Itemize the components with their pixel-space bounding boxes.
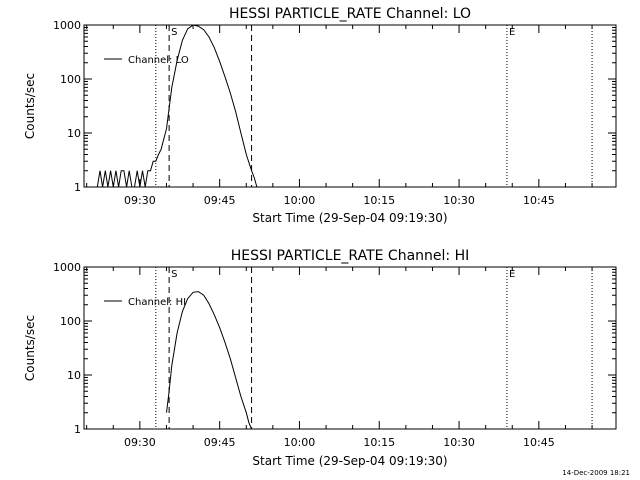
y-tick-label: 100 (60, 315, 81, 328)
chart-panel-1: HESSI PARTICLE_RATE Channel: LO 1 10 100 100… (23, 6, 617, 225)
time-marker-label: S (171, 27, 177, 38)
y-axis-label: Counts/sec (23, 73, 37, 139)
x-tick-label: 10:45 (523, 194, 555, 207)
x-tick-label: 10:15 (363, 194, 395, 207)
x-tick-label: 09:45 (204, 436, 236, 449)
y-tick-label: 1000 (53, 19, 81, 32)
x-tick-label: 10:00 (284, 436, 316, 449)
y-axis-label: Counts/sec (23, 315, 37, 381)
time-marker-label: E (509, 269, 515, 280)
x-tick-label: 10:30 (443, 436, 475, 449)
chart-panel-2: HESSI PARTICLE_RATE Channel: HI 1 10 100 100… (23, 248, 617, 468)
y-tick-label: 1 (74, 181, 81, 194)
y-tick-label: 1000 (53, 261, 81, 274)
time-marker-label: S (171, 269, 177, 280)
chart-title: HESSI PARTICLE_RATE Channel: LO (229, 6, 471, 22)
series-line (96, 24, 258, 188)
footer-date-stamp: 14-Dec-2009 18:21 (562, 469, 630, 477)
x-axis-label: Start Time (29-Sep-04 09:19:30) (252, 211, 447, 225)
y-tick-label: 100 (60, 73, 81, 86)
x-tick-label: 09:30 (124, 194, 156, 207)
x-tick-label: 10:45 (523, 436, 555, 449)
plot-frame (83, 266, 617, 430)
series-line (166, 291, 253, 430)
chart-title: HESSI PARTICLE_RATE Channel: HI (231, 248, 469, 264)
x-axis-label: Start Time (29-Sep-04 09:19:30) (252, 454, 447, 468)
y-tick-label: 10 (67, 127, 81, 140)
y-tick-label: 1 (74, 423, 81, 436)
legend-entry: Channel: HI (128, 297, 186, 308)
legend-entry: Channel: LO (128, 55, 189, 66)
y-tick-label: 10 (67, 369, 81, 382)
x-tick-label: 10:15 (363, 436, 395, 449)
time-marker-label: E (509, 27, 515, 38)
x-tick-label: 10:30 (443, 194, 475, 207)
x-tick-label: 09:45 (204, 194, 236, 207)
plot-frame (83, 24, 617, 188)
x-tick-label: 10:00 (284, 194, 316, 207)
x-tick-label: 09:30 (124, 436, 156, 449)
